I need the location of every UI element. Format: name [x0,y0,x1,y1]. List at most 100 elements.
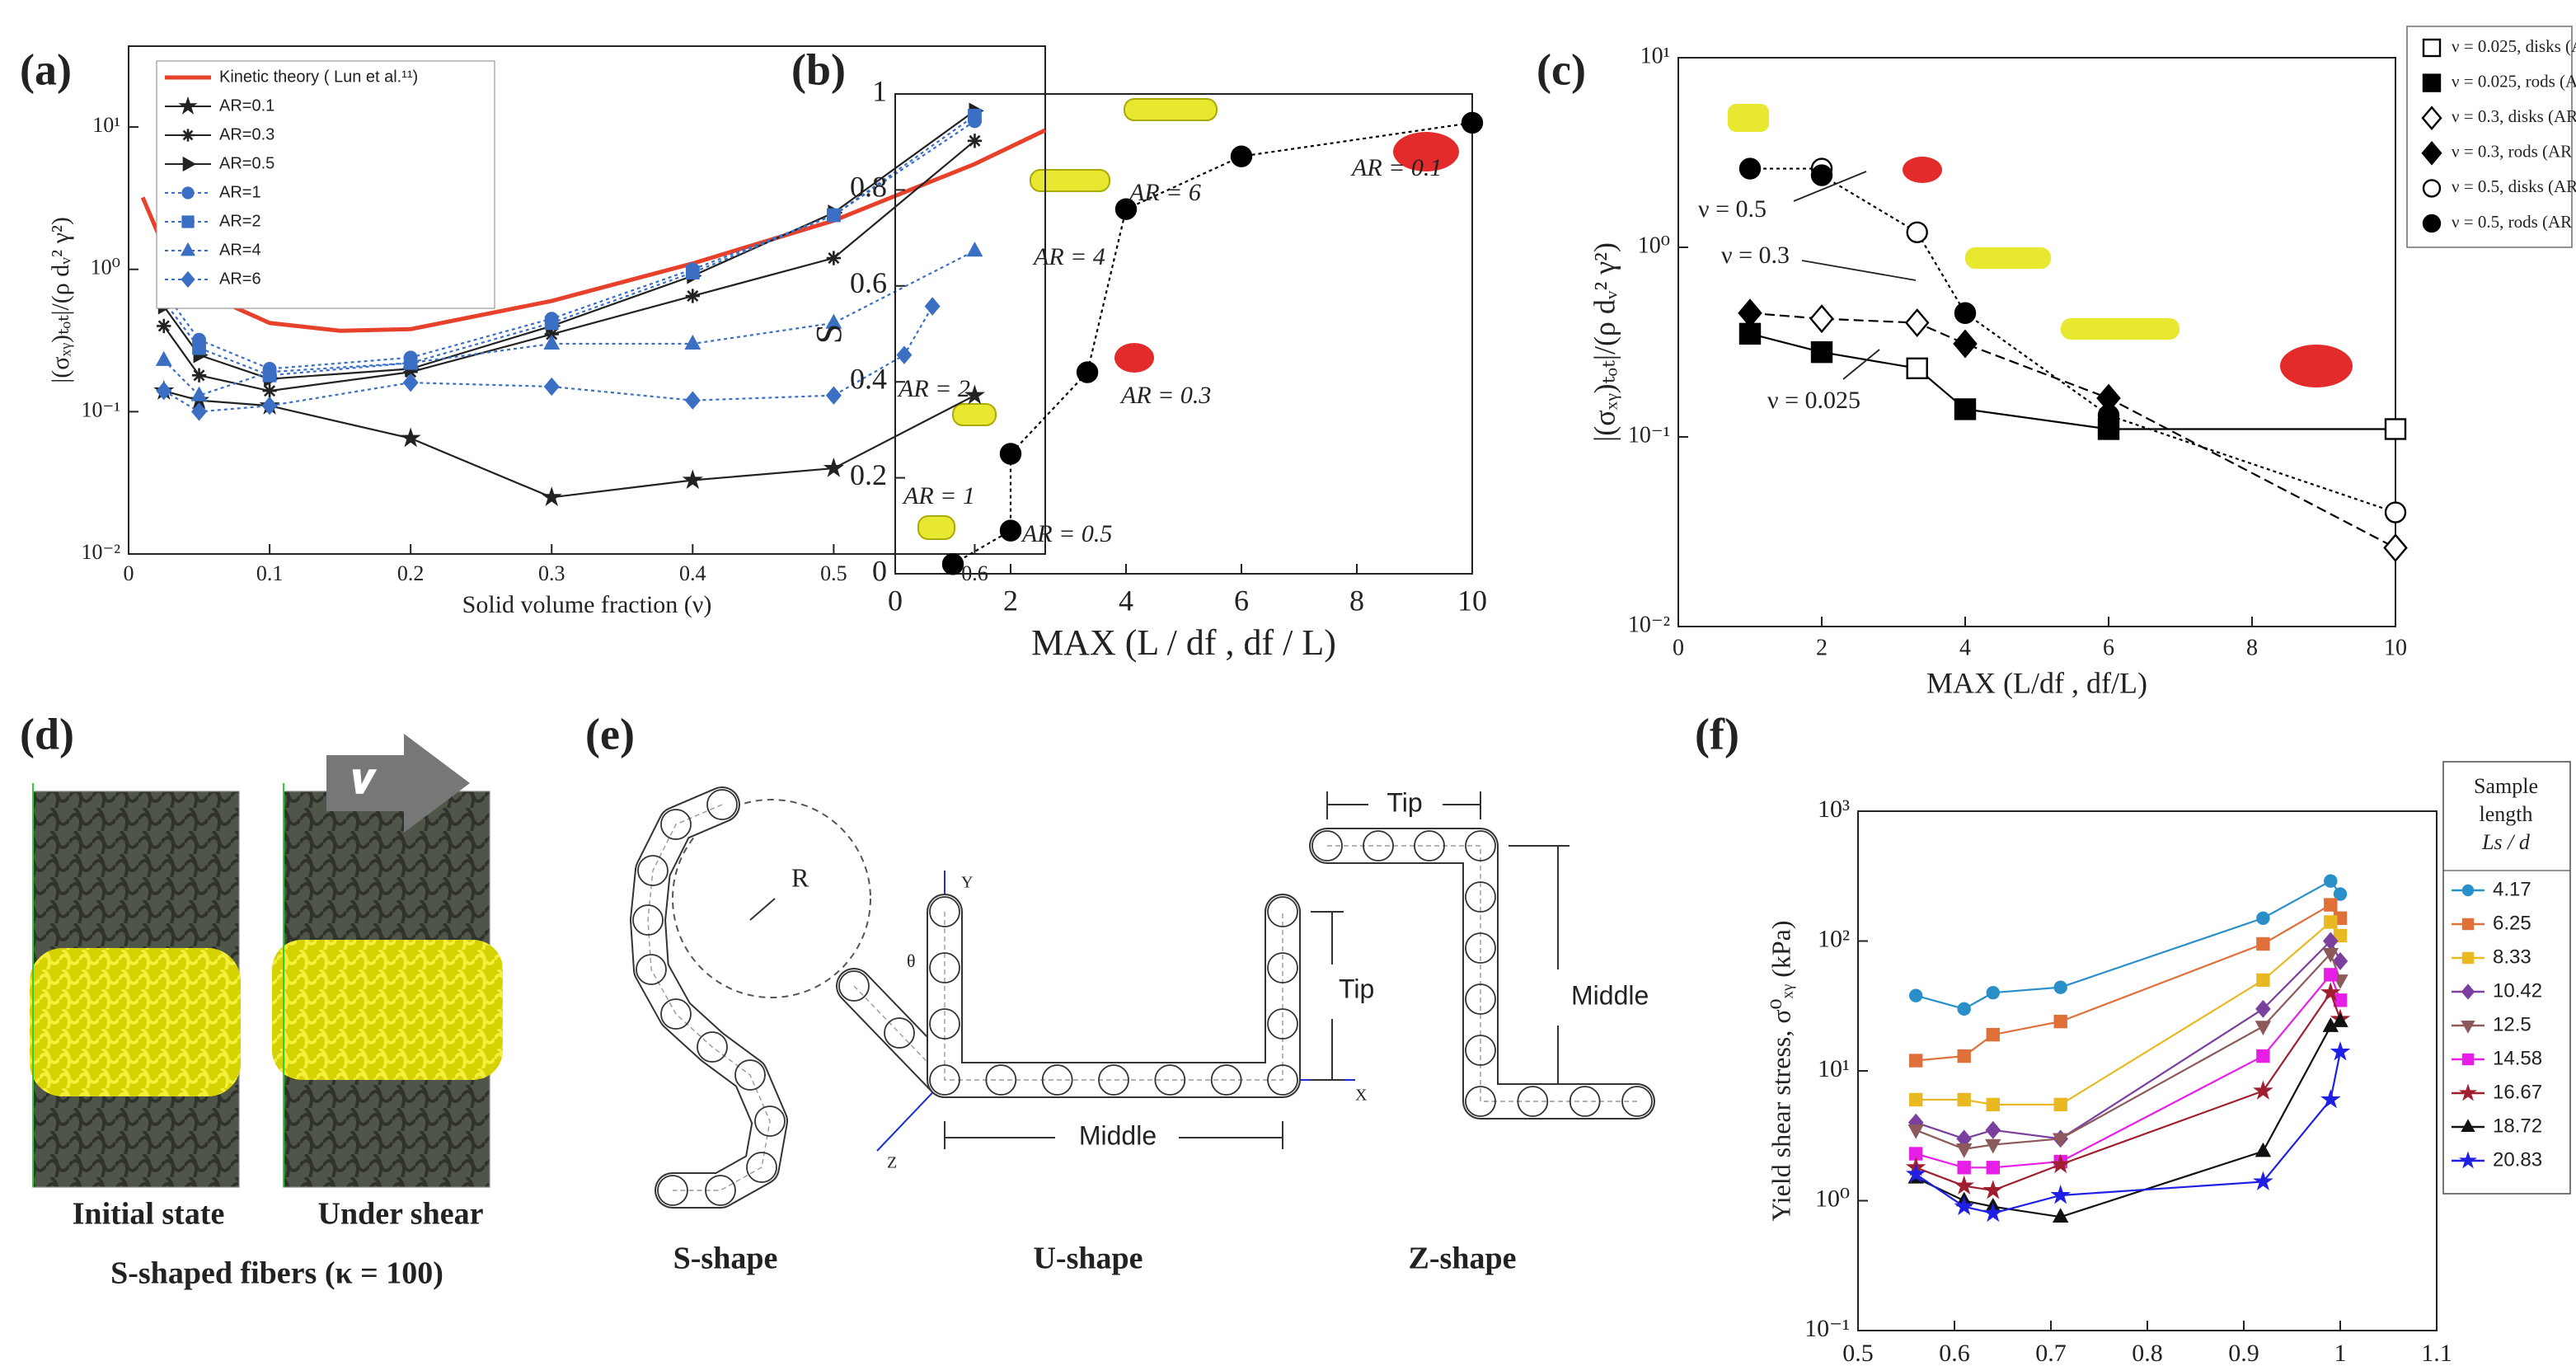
rod-icon [952,403,997,426]
marker [1738,157,1762,180]
panel-label: (e) [585,709,635,758]
curve-label: ν = 0.5 [1698,195,1767,223]
x-tick-label: 8 [2246,635,2258,660]
marker [2461,1053,2475,1066]
tube-axis [1327,845,1637,1102]
marker [1957,1002,1971,1016]
marker [2255,1142,2272,1157]
fiber-band [272,940,503,1080]
marker [2255,1021,2272,1035]
marker [2458,1083,2478,1101]
radius-line [749,898,776,921]
marker [1905,1163,1926,1183]
marker [262,383,277,398]
marker [896,345,913,364]
dimension-label: Tip [1339,974,1374,1003]
series-line [1915,880,2341,1011]
marker [1738,322,1762,345]
marker [1982,1180,2004,1199]
marker [182,156,197,172]
series-line [162,250,975,397]
bead [1414,830,1445,861]
disk-icon [1114,343,1154,373]
y-axis-label: |(σₓᵧ)ₜₒₜ|/(ρ dᵥ² γ²) [47,217,74,383]
marker [181,186,195,200]
marker [941,553,964,575]
marker [1954,1175,1975,1195]
marker [825,386,842,405]
y-tick-label: 10⁻¹ [1628,422,1670,448]
marker [2333,993,2348,1007]
marker [155,350,172,366]
curve-label: ν = 0.025 [1767,387,1860,414]
marker [2253,1080,2273,1100]
axis-label: Z [887,1154,897,1172]
x-tick-label: 0 [124,561,134,585]
marker [1986,985,2001,1000]
marker [999,519,1022,542]
marker [2333,887,2348,901]
bead [1311,830,1343,861]
curve-arrow [1842,349,1880,380]
bead [1154,1064,1186,1096]
curve-arrow [1801,260,1917,281]
marker [181,129,195,142]
marker [191,402,208,421]
marker [2256,911,2270,925]
y-tick-label: 10⁻¹ [1804,1315,1850,1342]
legend-label: 8.33 [2493,946,2531,968]
marker [2461,884,2475,897]
marker [2322,947,2339,963]
panel-e: (e) R Y X Z θ Middle Tip Tip Middle S-sh… [585,709,1649,1275]
x-tick-label: 0.5 [820,561,847,585]
bead [929,1064,960,1096]
marker [2422,38,2442,58]
x-tick-label: 2 [1003,584,1018,617]
annotation: AR = 0.3 [1119,382,1211,409]
marker [966,242,983,257]
bead [929,952,960,983]
marker [544,326,559,342]
bead [697,1031,728,1063]
marker [156,381,172,401]
marker [543,377,560,397]
marker [402,373,419,392]
state-label: Under shear [318,1197,484,1232]
bead [1465,881,1496,913]
bead [929,896,960,927]
annotation: AR = 0.5 [1021,520,1112,547]
marker [2333,928,2348,943]
panel-d: (d) 𝒗 Initial state Under shear S-shaped… [20,709,503,1291]
bead [985,1064,1017,1096]
caption: S-shaped fibers (κ = 100) [110,1256,443,1291]
marker [2330,1041,2351,1061]
marker [1810,164,1833,186]
axis-label: Y [961,874,973,892]
marker [2256,973,2270,988]
marker [2053,1097,2067,1112]
bead [657,1175,688,1206]
rod-icon [2061,318,2180,340]
marker [1957,1049,1971,1063]
y-tick-label: 10³ [1818,796,1850,823]
series-line [162,115,976,377]
marker [1461,111,1484,134]
panel-label: (f) [1695,709,1739,758]
legend-label: 4.17 [2493,878,2531,900]
annotation: AR = 6 [1128,179,1201,206]
marker [2053,1014,2067,1029]
x-axis-label: MAX (L/df , df/L) [1926,666,2147,699]
marker [2461,1020,2475,1034]
marker [2324,898,2338,912]
x-tick-label: 1 [2334,1340,2347,1366]
marker [2332,1012,2348,1027]
plot-frame [894,93,1473,575]
marker [2050,1185,2072,1204]
legend-label: ν = 0.025, rods (AR >= 1) [2452,71,2576,91]
y-tick-label: 10⁻² [1628,612,1670,637]
y-tick-label: 10⁰ [1638,232,1670,258]
bead [636,954,667,985]
x-tick-label: 2 [1816,635,1828,660]
marker [999,443,1022,465]
marker [544,316,559,331]
